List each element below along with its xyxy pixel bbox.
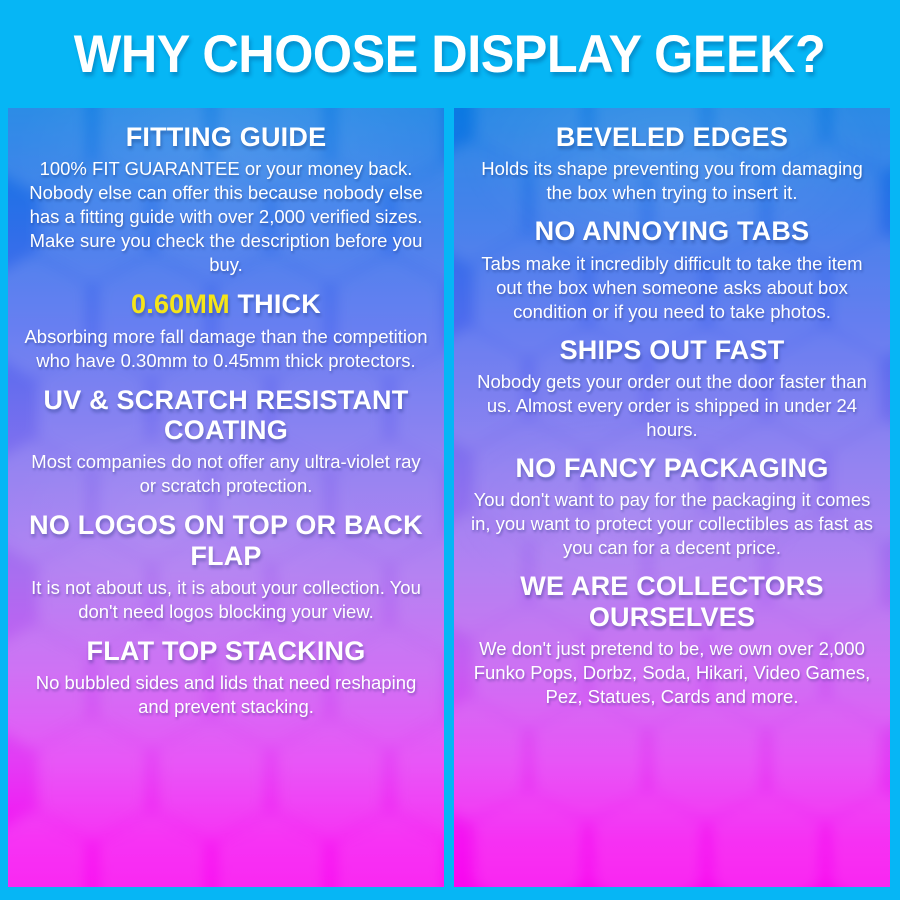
feature-uv-scratch-coating: UV & SCRATCH RESISTANT COATING Most comp… — [20, 385, 432, 499]
feature-ships-out-fast: SHIPS OUT FAST Nobody gets your order ou… — [466, 335, 878, 442]
feature-body: Nobody gets your order out the door fast… — [477, 370, 867, 441]
thickness-rest: THICK — [237, 289, 321, 320]
feature-columns: FITTING GUIDE 100% FIT GUARANTEE or your… — [0, 108, 900, 900]
feature-heading: NO LOGOS ON TOP OR BACK FLAP — [29, 510, 423, 571]
feature-heading: NO ANNOYING TABS — [534, 216, 810, 247]
thickness-highlight: 0.60MM — [131, 289, 230, 320]
feature-heading: FLAT TOP STACKING — [86, 635, 366, 666]
feature-body: You don't want to pay for the packaging … — [470, 489, 874, 559]
feature-no-annoying-tabs: NO ANNOYING TABS Tabs make it incredibly… — [466, 216, 878, 323]
page-title: WHY CHOOSE DISPLAY GEEK? — [74, 24, 826, 84]
feature-heading: SHIPS OUT FAST — [559, 334, 785, 365]
feature-body: 100% FIT GUARANTEE or your money back. N… — [29, 158, 423, 276]
feature-no-logos: NO LOGOS ON TOP OR BACK FLAP It is not a… — [20, 510, 432, 624]
feature-beveled-edges: BEVELED EDGES Holds its shape preventing… — [466, 122, 878, 205]
left-panel-content: FITTING GUIDE 100% FIT GUARANTEE or your… — [8, 108, 444, 887]
feature-heading: UV & SCRATCH RESISTANT COATING — [43, 384, 409, 446]
feature-body: It is not about us, it is about your col… — [31, 576, 421, 622]
header-banner: WHY CHOOSE DISPLAY GEEK? — [0, 0, 900, 108]
feature-heading: 0.60MM THICK — [20, 289, 432, 319]
feature-heading: NO FANCY PACKAGING — [515, 453, 829, 484]
feature-body: Tabs make it incredibly difficult to tak… — [481, 252, 863, 322]
feature-body: Absorbing more fall damage than the comp… — [24, 325, 428, 371]
feature-fitting-guide: FITTING GUIDE 100% FIT GUARANTEE or your… — [20, 122, 432, 277]
feature-flat-top-stacking: FLAT TOP STACKING No bubbled sides and l… — [20, 636, 432, 719]
feature-thickness: 0.60MM THICK Absorbing more fall damage … — [20, 289, 432, 372]
right-feature-panel: BEVELED EDGES Holds its shape preventing… — [454, 108, 890, 887]
left-feature-panel: FITTING GUIDE 100% FIT GUARANTEE or your… — [8, 108, 444, 887]
right-panel-content: BEVELED EDGES Holds its shape preventing… — [454, 108, 890, 887]
feature-heading: BEVELED EDGES — [555, 122, 789, 152]
feature-no-fancy-packaging: NO FANCY PACKAGING You don't want to pay… — [466, 453, 878, 560]
feature-body: No bubbled sides and lids that need resh… — [35, 672, 417, 718]
feature-body: Holds its shape preventing you from dama… — [481, 158, 863, 204]
feature-heading: FITTING GUIDE — [125, 122, 327, 152]
feature-body: Most companies do not offer any ultra-vi… — [31, 451, 421, 497]
feature-heading: WE ARE COLLECTORS OURSELVES — [520, 571, 824, 632]
feature-we-are-collectors: WE ARE COLLECTORS OURSELVES We don't jus… — [466, 571, 878, 709]
feature-body: We don't just pretend to be, we own over… — [473, 637, 871, 708]
